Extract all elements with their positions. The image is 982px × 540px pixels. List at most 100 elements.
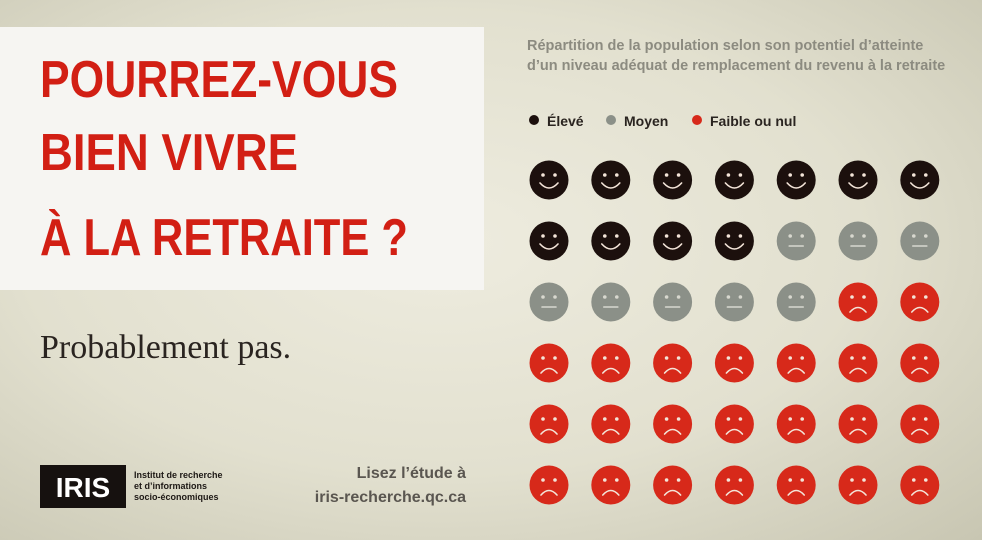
face bbox=[776, 282, 816, 322]
face-disc bbox=[529, 221, 569, 261]
face-mouth bbox=[849, 428, 867, 435]
legend-label: Faible ou nul bbox=[710, 113, 796, 129]
face-disc bbox=[776, 282, 816, 322]
face-eye bbox=[924, 173, 928, 177]
face-eye bbox=[850, 173, 854, 177]
face-eye bbox=[738, 295, 743, 299]
face-eye bbox=[726, 295, 731, 299]
chart-title: Répartition de la population selon son p… bbox=[527, 38, 946, 74]
face-eye bbox=[912, 234, 916, 238]
face bbox=[591, 221, 631, 261]
face-disc bbox=[653, 343, 693, 383]
face bbox=[653, 282, 693, 322]
headline-line: À LA RETRAITE ? bbox=[40, 209, 408, 267]
face bbox=[714, 404, 754, 444]
face-disc bbox=[529, 465, 569, 505]
face-eye bbox=[912, 173, 916, 177]
face-disc bbox=[714, 282, 754, 322]
face bbox=[653, 404, 693, 444]
face bbox=[900, 404, 940, 444]
face bbox=[838, 282, 878, 322]
face bbox=[838, 221, 878, 261]
face-eye bbox=[603, 478, 607, 482]
face-eye bbox=[541, 173, 545, 177]
face-disc bbox=[653, 221, 693, 261]
face-disc bbox=[838, 221, 878, 261]
face-eye bbox=[788, 417, 792, 421]
face-eye bbox=[788, 478, 792, 482]
face bbox=[591, 343, 631, 383]
logo-line: socio-économiques bbox=[134, 492, 219, 502]
face-mouth bbox=[849, 306, 867, 313]
face-eye bbox=[541, 234, 545, 238]
face-mouth bbox=[539, 182, 559, 189]
face bbox=[776, 465, 816, 505]
face-eye bbox=[553, 234, 557, 238]
logo-line: et d’informations bbox=[134, 481, 207, 491]
face bbox=[529, 221, 569, 261]
face-disc bbox=[529, 343, 569, 383]
face bbox=[776, 160, 816, 200]
face-mouth bbox=[787, 367, 805, 374]
headline: POURREZ-VOUS BIEN VIVRE À LA RETRAITE ? bbox=[40, 51, 408, 267]
face-mouth bbox=[787, 489, 805, 496]
face bbox=[529, 160, 569, 200]
face bbox=[591, 160, 631, 200]
cta: Lisez l’étude à iris-recherche.qc.ca bbox=[315, 465, 466, 506]
face-eye bbox=[800, 234, 804, 238]
face-mouth bbox=[663, 428, 682, 435]
face-eye bbox=[615, 478, 619, 482]
face-disc bbox=[838, 160, 878, 200]
face bbox=[714, 282, 754, 322]
face-mouth bbox=[724, 243, 745, 250]
face-eye bbox=[553, 417, 557, 421]
face-disc bbox=[653, 465, 693, 505]
face-eye bbox=[615, 356, 619, 360]
face-disc bbox=[838, 343, 878, 383]
face-mouth bbox=[602, 489, 620, 496]
face-eye bbox=[553, 356, 557, 360]
logo-line: Institut de recherche bbox=[134, 470, 223, 480]
face-disc bbox=[714, 221, 754, 261]
face-eye bbox=[800, 417, 804, 421]
face-disc bbox=[776, 343, 816, 383]
face-disc bbox=[591, 282, 631, 322]
face-mouth bbox=[601, 182, 621, 189]
headline-box bbox=[0, 27, 484, 290]
face-eye bbox=[553, 173, 557, 177]
face-mouth bbox=[663, 489, 682, 496]
face-disc bbox=[900, 160, 940, 200]
face-eye bbox=[541, 295, 545, 299]
face-eye bbox=[553, 295, 557, 299]
face-eye bbox=[726, 478, 731, 482]
headline-line: BIEN VIVRE bbox=[40, 124, 298, 182]
face-eye bbox=[603, 356, 607, 360]
face-eye bbox=[726, 417, 731, 421]
face-eye bbox=[800, 173, 804, 177]
logo-text: Institut de recherche et d’informations … bbox=[134, 470, 223, 502]
face bbox=[838, 465, 878, 505]
face-eye bbox=[912, 478, 916, 482]
face-mouth bbox=[662, 243, 683, 250]
face-disc bbox=[900, 404, 940, 444]
face-eye bbox=[862, 417, 866, 421]
face-disc bbox=[653, 404, 693, 444]
face-eye bbox=[800, 295, 804, 299]
face-eye bbox=[788, 234, 792, 238]
face bbox=[529, 282, 569, 322]
face-eye bbox=[664, 295, 669, 299]
face-eye bbox=[850, 356, 854, 360]
face-eye bbox=[862, 478, 866, 482]
face bbox=[838, 404, 878, 444]
face-eye bbox=[738, 234, 743, 238]
face bbox=[776, 404, 816, 444]
legend-label: Élevé bbox=[547, 113, 584, 129]
face-disc bbox=[900, 465, 940, 505]
face-eye bbox=[676, 295, 681, 299]
face-eye bbox=[615, 417, 619, 421]
logo-box bbox=[40, 465, 126, 508]
face-disc bbox=[591, 343, 631, 383]
face-eye bbox=[676, 356, 681, 360]
